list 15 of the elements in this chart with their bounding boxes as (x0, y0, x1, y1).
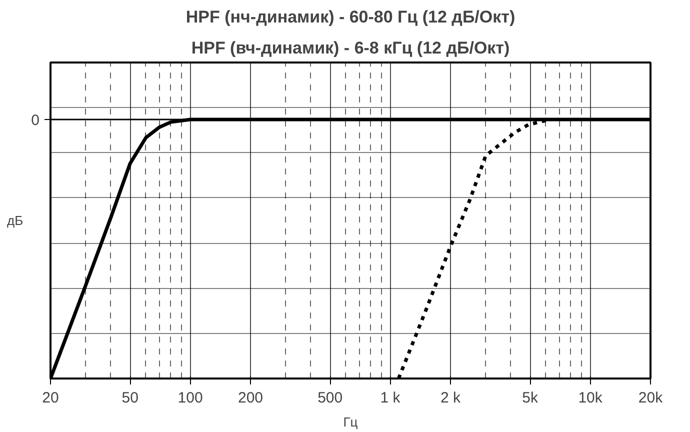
x-tick-label: 200 (238, 390, 264, 406)
chart-title: HPF (нч-динамик) - 60-80 Гц (12 дБ/Окт) (186, 8, 516, 26)
x-tick-label: 5k (522, 390, 539, 406)
x-tick-label: 50 (122, 390, 138, 406)
x-tick-label: 20k (638, 390, 664, 406)
x-axis-title: Гц (343, 414, 358, 430)
x-tick-label: 10k (578, 390, 603, 406)
ref-line-label: 0 (31, 112, 40, 129)
x-tick-label: 2 k (440, 390, 462, 406)
x-tick-label: 100 (178, 390, 203, 406)
x-tick-label: 1 k (380, 390, 401, 406)
x-tick-label: 500 (318, 390, 343, 406)
y-axis-title: дБ (7, 213, 24, 228)
x-tick-label: 20 (42, 390, 59, 406)
chart-subtitle: HPF (вч-динамик) - 6-8 кГц (12 дБ/Окт) (191, 38, 510, 58)
